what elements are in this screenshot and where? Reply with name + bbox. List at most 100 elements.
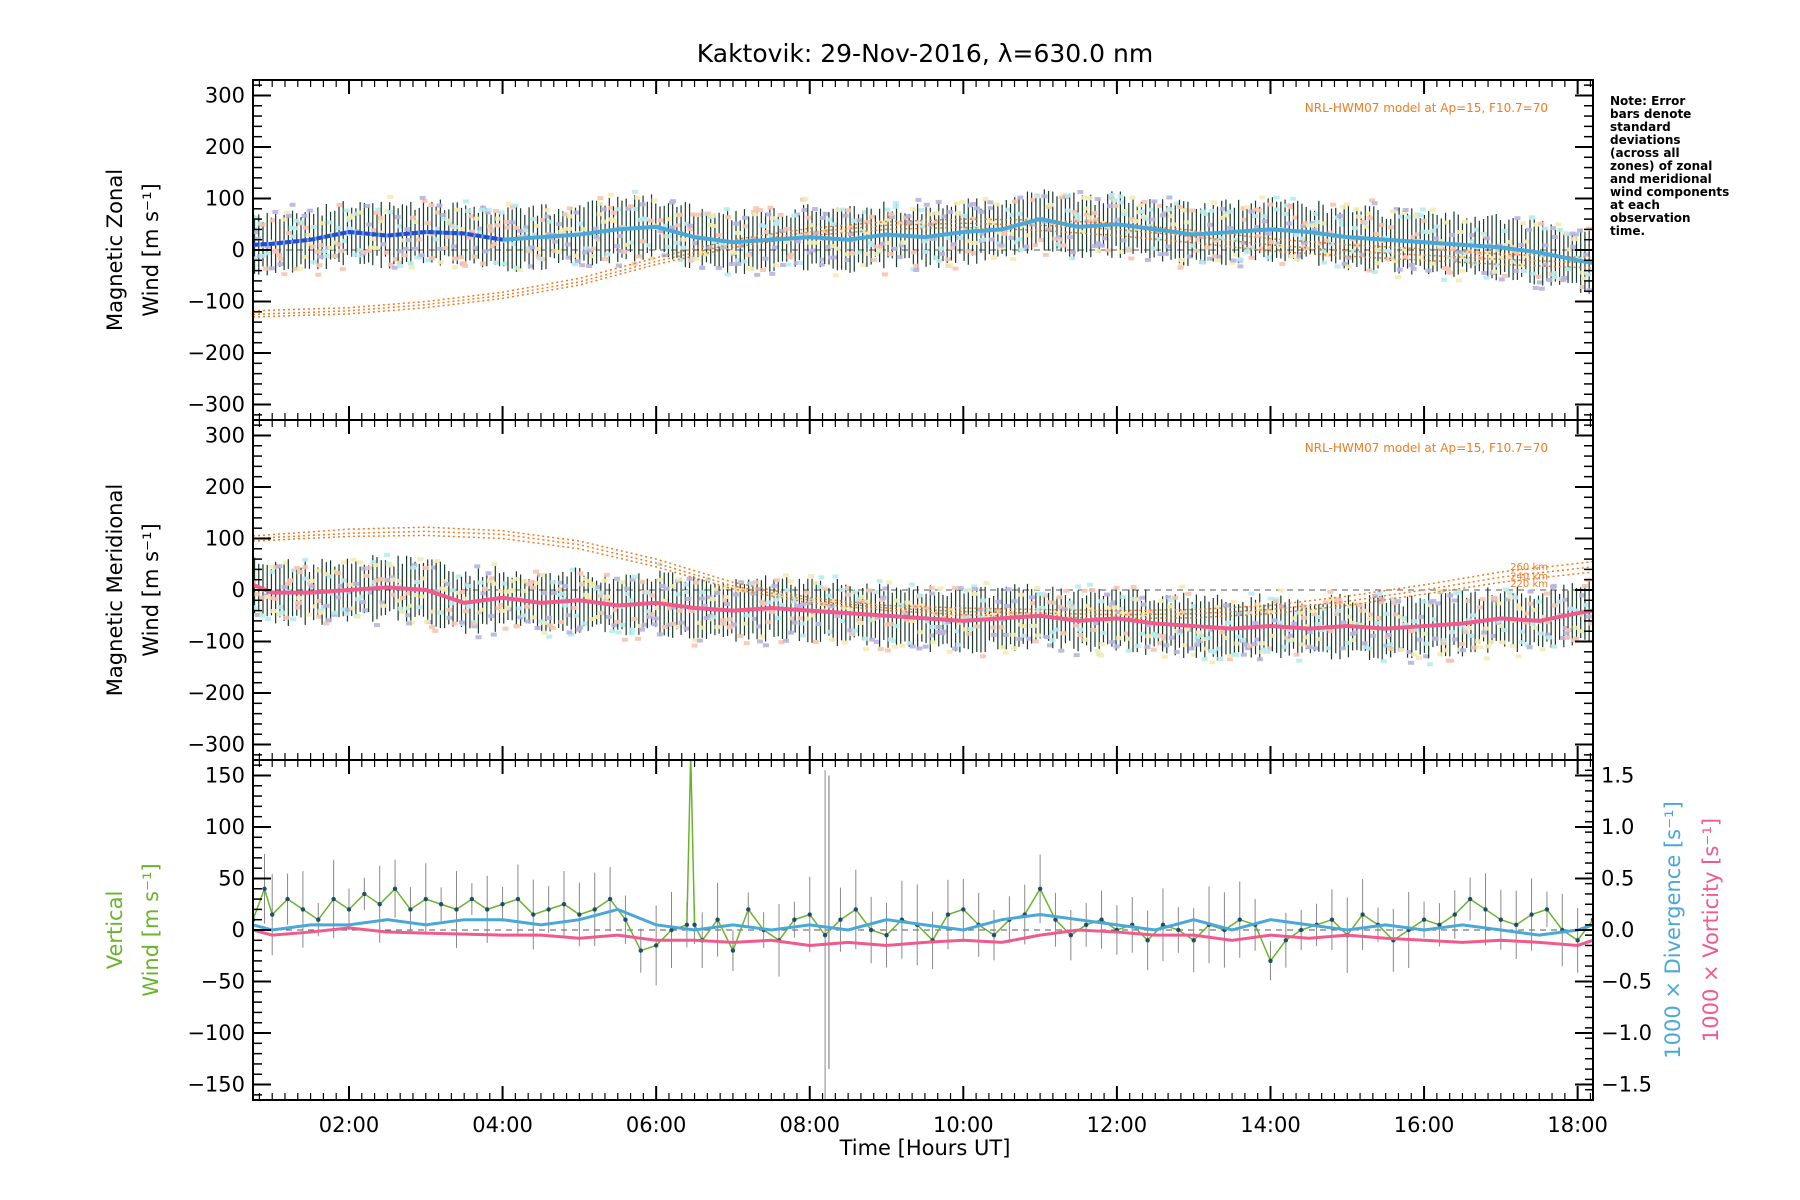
zonal-scatter-point <box>1473 227 1480 232</box>
meridional-scatter-point <box>1535 599 1542 604</box>
zonal-scatter-point <box>552 239 559 244</box>
zonal-scatter-point <box>1275 241 1282 246</box>
zonal-scatter-point <box>597 196 604 201</box>
zonal-scatter-point <box>309 244 316 249</box>
zonal-scatter-point <box>321 249 328 254</box>
meridional-scatter-point <box>520 613 527 618</box>
vertical-wind-point <box>1514 922 1519 928</box>
meridional-scatter-point <box>428 625 435 630</box>
zonal-scatter-point <box>617 233 624 238</box>
meridional-scatter-point <box>446 607 453 612</box>
zonal-scatter-point <box>264 251 271 256</box>
zonal-scatter-point <box>778 228 785 233</box>
meridional-scatter-point <box>1301 615 1308 620</box>
meridional-scatter-point <box>533 569 540 574</box>
meridional-scatter-point <box>623 586 630 591</box>
meridional-scatter-point <box>1000 645 1007 650</box>
meridional-scatter-point <box>441 579 448 584</box>
meridional-scatter-point <box>1010 632 1017 637</box>
vertical-wind-point <box>669 927 674 933</box>
zonal-scatter-point <box>1450 247 1457 252</box>
meridional-scatter-point <box>458 620 465 625</box>
meridional-scatter-point <box>1060 631 1067 636</box>
meridional-scatter-point <box>502 626 509 631</box>
meridional-scatter-point <box>1148 609 1155 614</box>
zonal-scatter-point <box>705 211 712 216</box>
meridional-scatter-point <box>1157 641 1164 646</box>
vertical-wind-point <box>1498 917 1504 922</box>
zonal-scatter-point <box>1135 210 1142 215</box>
zonal-scatter-point <box>377 215 384 220</box>
meridional-scatter-point <box>726 625 733 630</box>
zonal-scatter-point <box>1173 201 1180 206</box>
zonal-scatter-point <box>825 244 832 249</box>
zonal-scatter-point <box>1438 246 1445 251</box>
zonal-model-curve-220-km <box>253 226 1593 318</box>
meridional-scatter-point <box>1327 629 1334 634</box>
vertical-wind-point <box>653 943 659 948</box>
meridional-scatter-point <box>1191 604 1198 609</box>
meridional-scatter-point <box>967 627 974 632</box>
meridional-scatter-point <box>1480 633 1487 638</box>
note-line: Note: Error <box>1610 94 1685 108</box>
meridional-scatter-point <box>796 605 803 610</box>
vertical-wind-point <box>262 886 267 891</box>
zonal-scatter-point <box>1542 263 1549 268</box>
vorticity-line <box>253 926 1593 947</box>
zonal-scatter-point <box>666 234 673 239</box>
zonal-scatter-point <box>335 225 342 230</box>
note-line: time. <box>1610 224 1645 238</box>
meridional-scatter-point <box>955 642 962 647</box>
zonal-scatter-point <box>1189 243 1196 248</box>
zonal-scatter-point <box>753 206 760 211</box>
zonal-scatter-point <box>1259 195 1266 200</box>
meridional-scatter-point <box>1178 584 1185 589</box>
meridional-scatter-point <box>1587 621 1593 626</box>
meridional-scatter-point <box>363 573 370 578</box>
zonal-scatter-point <box>918 208 925 213</box>
zonal-scatter-point <box>881 272 888 277</box>
zonal-scatter-point <box>1290 196 1297 201</box>
meridional-scatter-point <box>1251 642 1258 647</box>
zonal-scatter-point <box>1267 202 1274 207</box>
meridional-scatter-point <box>1116 636 1123 641</box>
zonal-scatter-point <box>1438 239 1445 244</box>
meridional-scatter-point <box>349 606 356 611</box>
zonal-scatter-point <box>1583 252 1590 257</box>
meridional-scatter-point <box>361 566 368 571</box>
vertical-wind-point <box>868 927 874 933</box>
meridional-scatter-point <box>389 577 396 582</box>
meridional-scatter-point <box>599 590 606 595</box>
meridional-scatter-point <box>765 620 772 625</box>
meridional-scatter-point <box>928 633 935 638</box>
zonal-scatter-point <box>408 265 415 270</box>
meridional-scatter-point <box>503 589 510 594</box>
meridional-scatter-point <box>971 586 978 591</box>
zonal-scatter-point <box>482 249 489 254</box>
meridional-scatter-point <box>983 581 990 586</box>
vertical-wind-point <box>408 907 413 912</box>
meridional-scatter-point <box>1411 619 1418 624</box>
zonal-scatter-point <box>1283 203 1290 208</box>
meridional-scatter-point <box>1098 653 1105 658</box>
zonal-scatter-point <box>754 272 761 277</box>
zonal-scatter-point <box>495 216 502 221</box>
vertical-wind-point <box>1283 938 1289 943</box>
vertical-wind-point <box>331 896 336 902</box>
meridional-scatter-point <box>604 594 611 599</box>
zonal-scatter-point <box>356 248 363 253</box>
meridional-scatter-point <box>1352 630 1359 635</box>
zonal-scatter-point <box>281 272 288 277</box>
zonal-scatter-point <box>774 219 781 224</box>
zonal-scatter-point <box>765 212 772 217</box>
zonal-scatter-point <box>760 267 767 272</box>
zonal-scatter-point <box>1452 258 1459 263</box>
meridional-scatter-point <box>869 637 876 642</box>
meridional-scatter-point <box>1029 595 1036 600</box>
zonal-scatter-point <box>1210 200 1217 205</box>
zonal-scatter-point <box>864 220 871 225</box>
zonal-model-curve-240-km <box>253 222 1593 316</box>
meridional-scatter-point <box>1011 646 1018 651</box>
meridional-scatter-point <box>1314 621 1321 626</box>
